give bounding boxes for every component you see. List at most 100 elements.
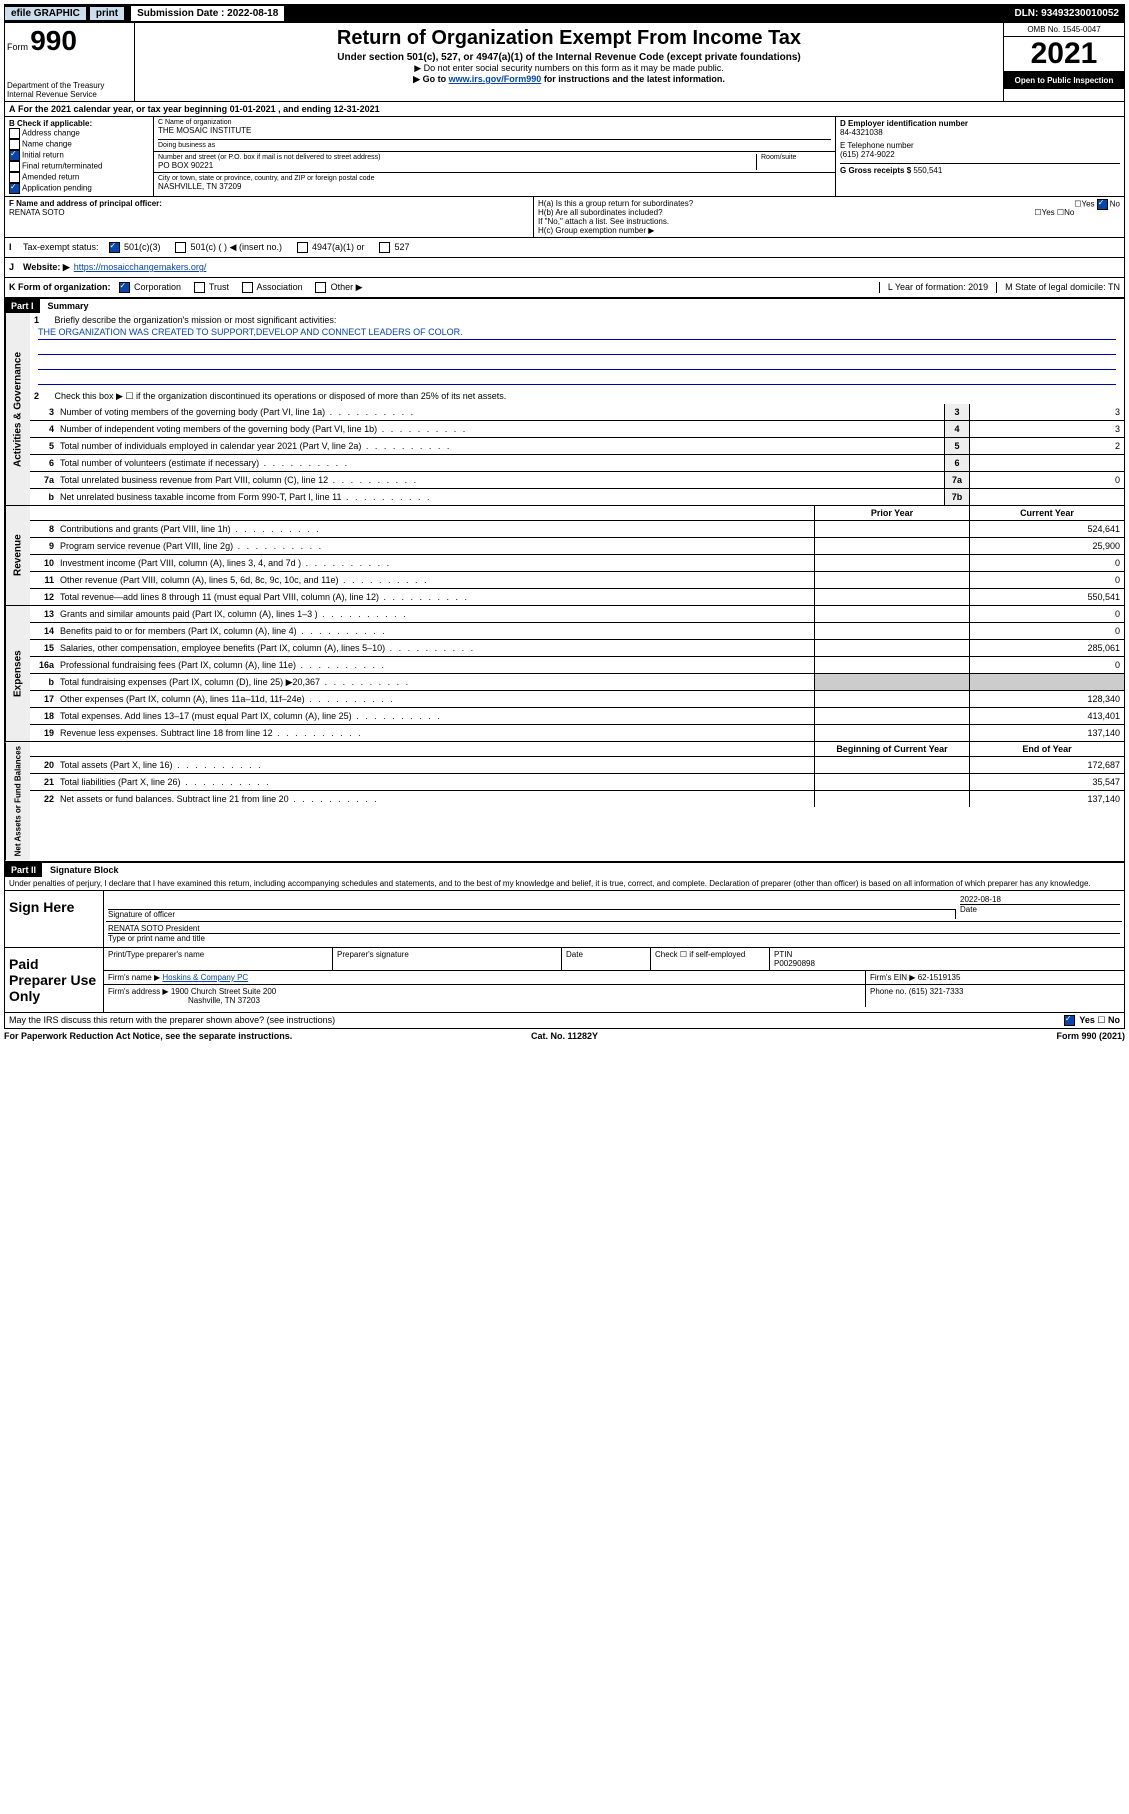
col-c: C Name of organization THE MOSAIC INSTIT… [154, 117, 836, 196]
current-year-head: Current Year [969, 506, 1124, 520]
vlabel-expenses: Expenses [5, 606, 30, 741]
phone: (615) 274-9022 [840, 150, 1120, 159]
summary-line: 22Net assets or fund balances. Subtract … [30, 791, 1124, 807]
ha-no-check[interactable] [1097, 199, 1108, 210]
org-form-opt[interactable]: Association [242, 282, 306, 292]
goto-post: for instructions and the latest informat… [544, 74, 725, 84]
summary-line: 17Other expenses (Part IX, column (A), l… [30, 691, 1124, 708]
may-irs-text: May the IRS discuss this return with the… [9, 1015, 335, 1026]
line-a: A For the 2021 calendar year, or tax yea… [4, 102, 1125, 117]
check-self: Check ☐ if self-employed [651, 948, 770, 970]
city: NASHVILLE, TN 37209 [158, 182, 831, 191]
sign-here-label: Sign Here [5, 891, 104, 947]
org-name: THE MOSAIC INSTITUTE [158, 126, 831, 135]
gross-receipts: 550,541 [913, 166, 942, 175]
row-i: I Tax-exempt status: 501(c)(3) 501(c) ( … [4, 238, 1125, 258]
q2: Check this box ▶ ☐ if the organization d… [55, 391, 507, 401]
form-title: Return of Organization Exempt From Incom… [141, 27, 997, 50]
netassets-section: Net Assets or Fund Balances Beginning of… [4, 742, 1125, 861]
firm-name[interactable]: Hoskins & Company PC [162, 973, 248, 982]
open-public: Open to Public Inspection [1004, 72, 1124, 89]
summary-line: 9Program service revenue (Part VIII, lin… [30, 538, 1124, 555]
activities-section: Activities & Governance 1 Briefly descri… [4, 313, 1125, 506]
section-b-through-g: B Check if applicable: Address changeNam… [4, 117, 1125, 197]
part-ii-title: Signature Block [42, 863, 127, 877]
tax-status-opt[interactable]: 527 [379, 242, 410, 252]
sig-officer-label: Signature of officer [108, 910, 175, 919]
summary-line: 10Investment income (Part VIII, column (… [30, 555, 1124, 572]
website-link[interactable]: https://mosaicchangemakers.org/ [74, 262, 207, 273]
summary-line: 18Total expenses. Add lines 13–17 (must … [30, 708, 1124, 725]
part-i-label: Part I [5, 299, 40, 313]
ein: 84-4321038 [840, 128, 1120, 137]
firm-addr2: Nashville, TN 37203 [188, 996, 260, 1005]
c-name-label: C Name of organization [158, 119, 831, 126]
footer-mid: Cat. No. 11282Y [378, 1031, 752, 1041]
revenue-section: Revenue Prior Year Current Year 8Contrib… [4, 506, 1125, 606]
firm-addr-label: Firm's address ▶ [108, 987, 169, 996]
paid-preparer-label: Paid Preparer Use Only [5, 948, 104, 1012]
summary-line: bTotal fundraising expenses (Part IX, co… [30, 674, 1124, 691]
form-number: 990 [30, 25, 77, 56]
h-a: H(a) Is this a group return for subordin… [538, 199, 1120, 208]
form-header: Form 990 Department of the Treasury Inte… [4, 22, 1125, 102]
e-label: E Telephone number [840, 141, 1120, 150]
room-label: Room/suite [756, 154, 831, 170]
b-checkbox-item[interactable]: Final return/terminated [9, 161, 149, 172]
may-irs-yes[interactable] [1064, 1015, 1075, 1026]
g-label: G Gross receipts $ [840, 166, 911, 175]
firm-ein: 62-1519135 [918, 973, 961, 982]
part-i-title: Summary [40, 299, 97, 313]
omb: OMB No. 1545-0047 [1004, 23, 1124, 37]
org-form-opt[interactable]: Corporation [119, 282, 184, 292]
summary-line: 13Grants and similar amounts paid (Part … [30, 606, 1124, 623]
summary-line: 21Total liabilities (Part X, line 26)35,… [30, 774, 1124, 791]
tax-status-opt[interactable]: 501(c) ( ) ◀ (insert no.) [175, 242, 284, 252]
b-checkbox-item[interactable]: Address change [9, 128, 149, 139]
b-checkbox-item[interactable]: Amended return [9, 172, 149, 183]
vlabel-activities: Activities & Governance [5, 313, 30, 505]
prep-sig-label: Preparer's signature [333, 948, 562, 970]
dept2: Internal Revenue Service [7, 90, 132, 99]
dln: DLN: 93493230010052 [1014, 8, 1125, 19]
mission: THE ORGANIZATION WAS CREATED TO SUPPORT,… [38, 327, 1116, 340]
part-ii-header: Part II Signature Block [4, 862, 1125, 877]
row-k: K Form of organization: Corporation Trus… [4, 278, 1125, 298]
footer-right: Form 990 (2021) [751, 1031, 1125, 1041]
summary-line: 15Salaries, other compensation, employee… [30, 640, 1124, 657]
b-checkbox-item[interactable]: Name change [9, 139, 149, 150]
sig-date-label: Date [960, 904, 1120, 914]
summary-line: 8Contributions and grants (Part VIII, li… [30, 521, 1124, 538]
summary-line: bNet unrelated business taxable income f… [30, 489, 1124, 505]
declaration: Under penalties of perjury, I declare th… [4, 877, 1125, 891]
org-form-opt[interactable]: Trust [194, 282, 232, 292]
firm-name-label: Firm's name ▶ [108, 973, 160, 982]
summary-line: 12Total revenue—add lines 8 through 11 (… [30, 589, 1124, 605]
ptin: P00290898 [774, 959, 815, 968]
street-label: Number and street (or P.O. box if mail i… [158, 154, 756, 161]
print-btn[interactable]: print [89, 6, 125, 21]
part-ii-label: Part II [5, 863, 42, 877]
goto-pre: ▶ Go to [413, 74, 448, 84]
j-label: Website: ▶ [23, 262, 70, 273]
top-bar: efile GRAPHIC print Submission Date : 20… [4, 4, 1125, 22]
irs-link[interactable]: www.irs.gov/Form990 [449, 74, 542, 84]
summary-line: 19Revenue less expenses. Subtract line 1… [30, 725, 1124, 741]
tax-status-opt[interactable]: 501(c)(3) [109, 242, 164, 252]
b-checkbox-item[interactable]: Initial return [9, 150, 149, 161]
row-f-h: F Name and address of principal officer:… [4, 197, 1125, 238]
tax-status-opt[interactable]: 4947(a)(1) or [297, 242, 368, 252]
beginning-head: Beginning of Current Year [814, 742, 969, 756]
h-b-note: If "No," attach a list. See instructions… [538, 217, 1120, 226]
org-form-opt[interactable]: Other ▶ [315, 282, 362, 292]
tax-year: 2021 [1004, 37, 1124, 72]
efile-btn[interactable]: efile GRAPHIC [4, 6, 87, 21]
dept1: Department of the Treasury [7, 81, 132, 90]
officer-name: RENATA SOTO [9, 208, 529, 217]
col-d-e-g: D Employer identification number 84-4321… [836, 117, 1124, 196]
subtitle-1: Under section 501(c), 527, or 4947(a)(1)… [141, 52, 997, 63]
form-prefix: Form [7, 42, 28, 52]
ptin-label: PTIN [774, 950, 792, 959]
b-checkbox-item[interactable]: Application pending [9, 183, 149, 194]
prior-year-head: Prior Year [814, 506, 969, 520]
